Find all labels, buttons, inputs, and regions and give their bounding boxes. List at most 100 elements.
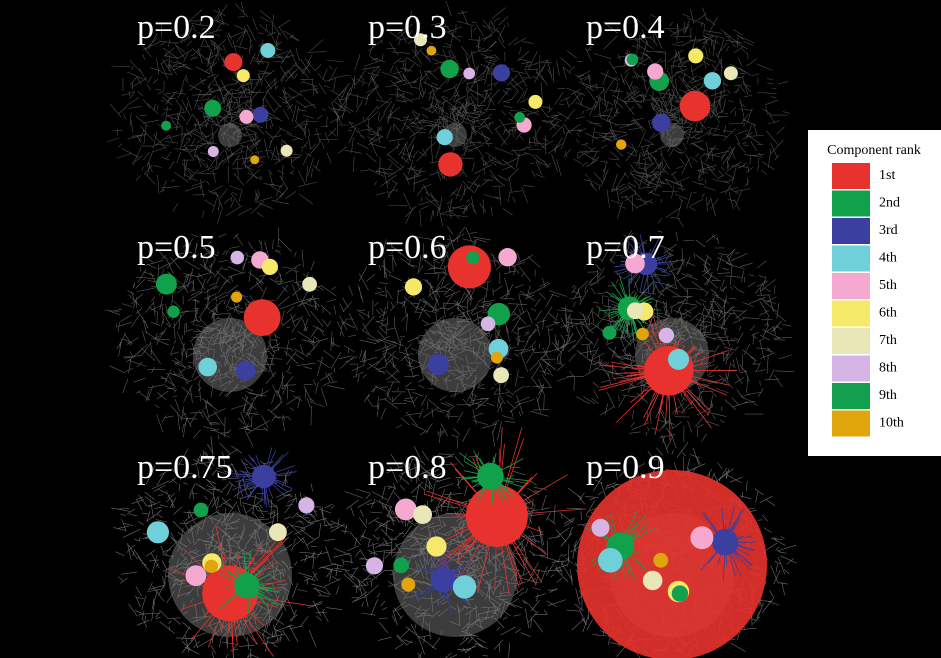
component [426, 536, 446, 556]
legend-swatch [832, 163, 870, 189]
legend-label: 2nd [879, 196, 900, 211]
component [652, 114, 671, 133]
component [401, 578, 415, 592]
component [204, 100, 221, 117]
legend-label: 5th [879, 278, 897, 293]
component [298, 497, 314, 513]
component [413, 505, 432, 524]
component [427, 46, 437, 56]
page: p=0.2p=0.3p=0.4p=0.5p=0.6p=0.7p=0.75p=0.… [0, 0, 941, 658]
component [680, 91, 711, 122]
panel-label: p=0.5 [137, 229, 216, 266]
legend-label: 9th [879, 388, 897, 403]
component [659, 328, 674, 343]
component [514, 112, 525, 123]
component [690, 526, 713, 549]
component [481, 317, 496, 332]
component [147, 521, 169, 543]
panel-label: p=0.75 [137, 449, 233, 486]
component [269, 523, 287, 541]
component [167, 306, 179, 318]
component [453, 575, 476, 598]
network-core [418, 318, 492, 392]
legend-label: 6th [879, 306, 897, 321]
component [395, 499, 417, 521]
legend-label: 10th [879, 416, 904, 431]
legend-box [808, 130, 941, 456]
legend-title: Component rank [827, 143, 921, 158]
component [448, 245, 491, 288]
network-core [218, 123, 242, 147]
component [463, 68, 475, 80]
component [405, 278, 422, 295]
component [302, 277, 317, 292]
legend-label: 3rd [879, 223, 898, 238]
panel-label: p=0.8 [368, 449, 447, 486]
component [366, 557, 383, 574]
networks [105, 1, 797, 658]
component [491, 352, 503, 364]
legend-label: 4th [879, 251, 897, 266]
component [636, 328, 649, 341]
component [428, 354, 449, 375]
component [493, 64, 510, 81]
component [647, 63, 663, 79]
legend-swatch [832, 273, 870, 299]
component [704, 72, 721, 89]
component [437, 129, 453, 145]
component [724, 66, 738, 80]
panel-label: p=0.4 [586, 9, 665, 46]
component [156, 274, 177, 295]
legend-swatch [832, 328, 870, 354]
component [627, 302, 644, 319]
legend-swatch [832, 218, 870, 244]
legend-swatch [832, 301, 870, 327]
component [672, 585, 688, 601]
component [224, 53, 242, 71]
legend-label: 8th [879, 361, 897, 376]
legend-swatch [832, 383, 870, 409]
component [231, 251, 245, 265]
component [260, 43, 275, 58]
component [466, 251, 479, 264]
panel-label: p=0.9 [586, 449, 665, 486]
panel-label: p=0.2 [137, 9, 216, 46]
component [239, 110, 253, 124]
component [528, 95, 542, 109]
component [244, 299, 281, 336]
legend-label: 1st [879, 168, 895, 183]
component [603, 326, 617, 340]
component [161, 121, 171, 131]
figure: p=0.2p=0.3p=0.4p=0.5p=0.6p=0.7p=0.75p=0.… [0, 0, 941, 658]
component [231, 292, 242, 303]
component [198, 358, 217, 377]
component [438, 152, 462, 176]
legend-swatch [832, 356, 870, 382]
component [653, 553, 668, 568]
component [598, 548, 623, 573]
component [493, 367, 509, 383]
component [281, 145, 293, 157]
component [237, 69, 250, 82]
panel-label: p=0.6 [368, 229, 447, 266]
legend-swatch [832, 411, 870, 437]
component [253, 107, 269, 123]
component [592, 519, 610, 537]
legend-swatch [832, 191, 870, 217]
component [194, 503, 209, 518]
component [440, 60, 458, 78]
component [205, 560, 218, 573]
legend-swatch [832, 246, 870, 272]
component [643, 571, 663, 591]
component [498, 248, 516, 266]
component [208, 146, 219, 157]
component [627, 54, 639, 66]
component [668, 349, 689, 370]
component [262, 259, 278, 275]
component [236, 361, 256, 381]
component [616, 139, 626, 149]
component [393, 558, 409, 574]
legend-label: 7th [879, 333, 897, 348]
component [250, 155, 259, 164]
panel-label: p=0.3 [368, 9, 447, 46]
